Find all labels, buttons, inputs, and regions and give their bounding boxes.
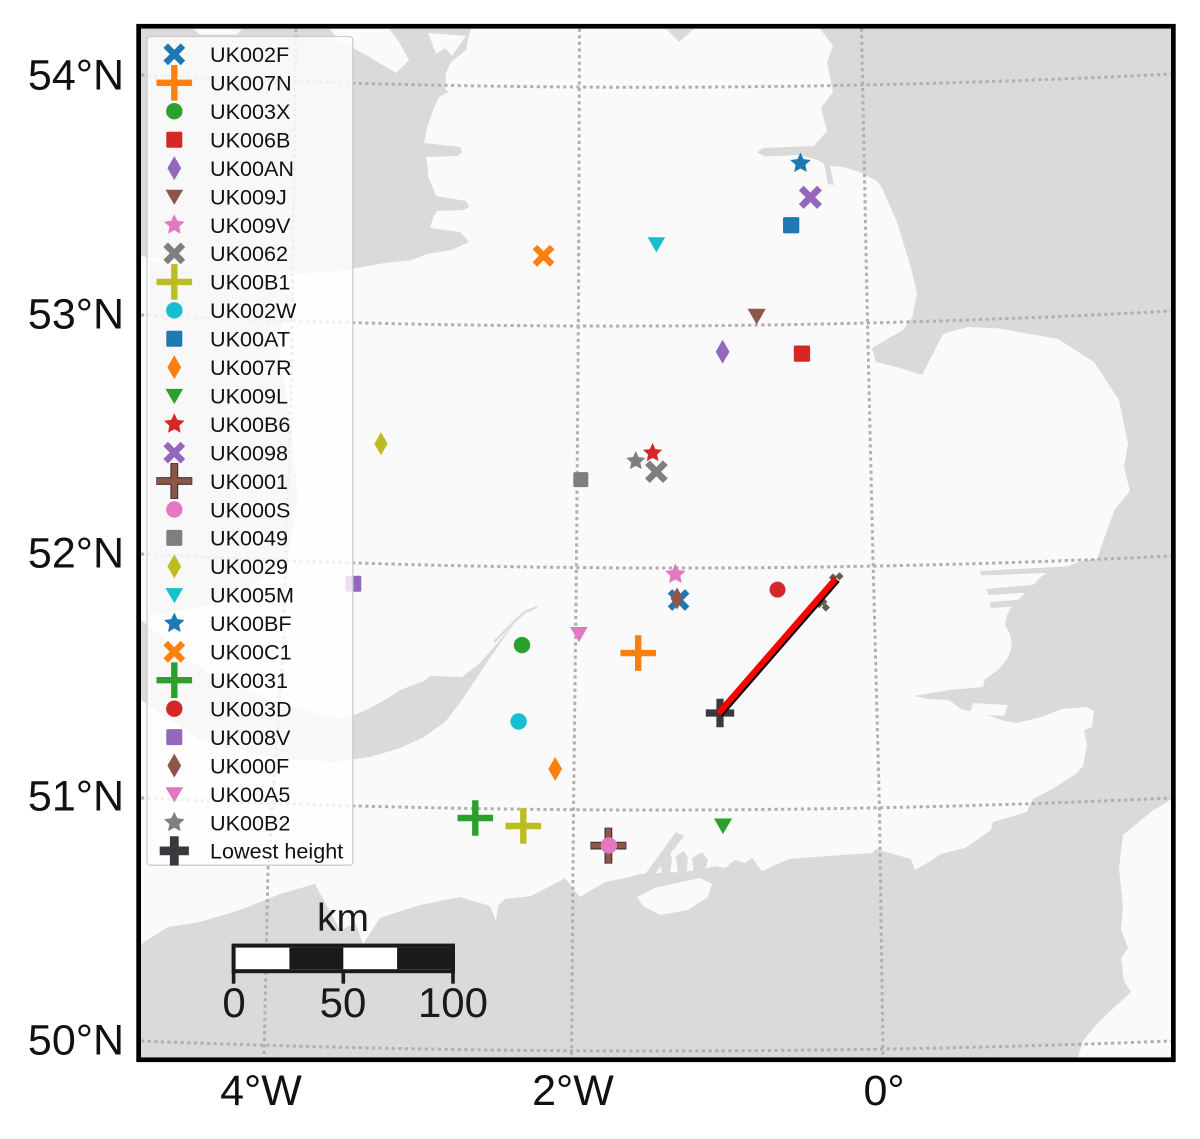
- svg-text:UK00AT: UK00AT: [210, 327, 290, 352]
- svg-text:UK003X: UK003X: [210, 99, 290, 124]
- svg-text:4°W: 4°W: [220, 1067, 302, 1115]
- svg-text:UK000F: UK000F: [210, 753, 289, 778]
- svg-text:UK006B: UK006B: [210, 128, 290, 153]
- svg-text:UK000S: UK000S: [210, 497, 290, 522]
- svg-text:100: 100: [418, 979, 488, 1026]
- svg-text:0°: 0°: [863, 1067, 904, 1115]
- svg-text:UK003D: UK003D: [210, 697, 292, 722]
- svg-text:UK00BF: UK00BF: [210, 611, 292, 636]
- svg-text:UK0062: UK0062: [210, 241, 288, 266]
- svg-text:UK007R: UK007R: [210, 355, 292, 380]
- svg-text:UK0001: UK0001: [210, 469, 288, 494]
- svg-text:UK0098: UK0098: [210, 440, 288, 465]
- svg-text:UK009L: UK009L: [210, 384, 288, 409]
- svg-text:52°N: 52°N: [28, 530, 124, 578]
- svg-text:UK002F: UK002F: [210, 42, 289, 67]
- svg-text:UK002W: UK002W: [210, 298, 297, 323]
- svg-text:UK00B1: UK00B1: [210, 270, 290, 295]
- svg-text:UK0049: UK0049: [210, 526, 288, 551]
- svg-text:50°N: 50°N: [28, 1017, 124, 1065]
- svg-text:Lowest height: Lowest height: [210, 839, 343, 864]
- svg-text:UK00B6: UK00B6: [210, 412, 290, 437]
- svg-text:km: km: [317, 897, 369, 940]
- svg-text:UK008V: UK008V: [210, 725, 291, 750]
- svg-text:2°W: 2°W: [532, 1067, 614, 1115]
- svg-text:UK00C1: UK00C1: [210, 640, 292, 665]
- svg-text:UK0029: UK0029: [210, 554, 288, 579]
- svg-text:50: 50: [320, 979, 367, 1026]
- svg-text:UK00AN: UK00AN: [210, 156, 294, 181]
- svg-text:53°N: 53°N: [28, 291, 124, 339]
- svg-text:0: 0: [222, 979, 245, 1026]
- svg-text:UK005M: UK005M: [210, 583, 294, 608]
- svg-text:UK0031: UK0031: [210, 668, 288, 693]
- svg-text:54°N: 54°N: [28, 52, 124, 100]
- svg-text:UK00B2: UK00B2: [210, 810, 290, 835]
- svg-text:UK009V: UK009V: [210, 213, 291, 238]
- svg-text:UK009J: UK009J: [210, 184, 287, 209]
- svg-text:51°N: 51°N: [28, 773, 124, 821]
- svg-text:UK00A5: UK00A5: [210, 782, 290, 807]
- svg-text:UK007N: UK007N: [210, 71, 292, 96]
